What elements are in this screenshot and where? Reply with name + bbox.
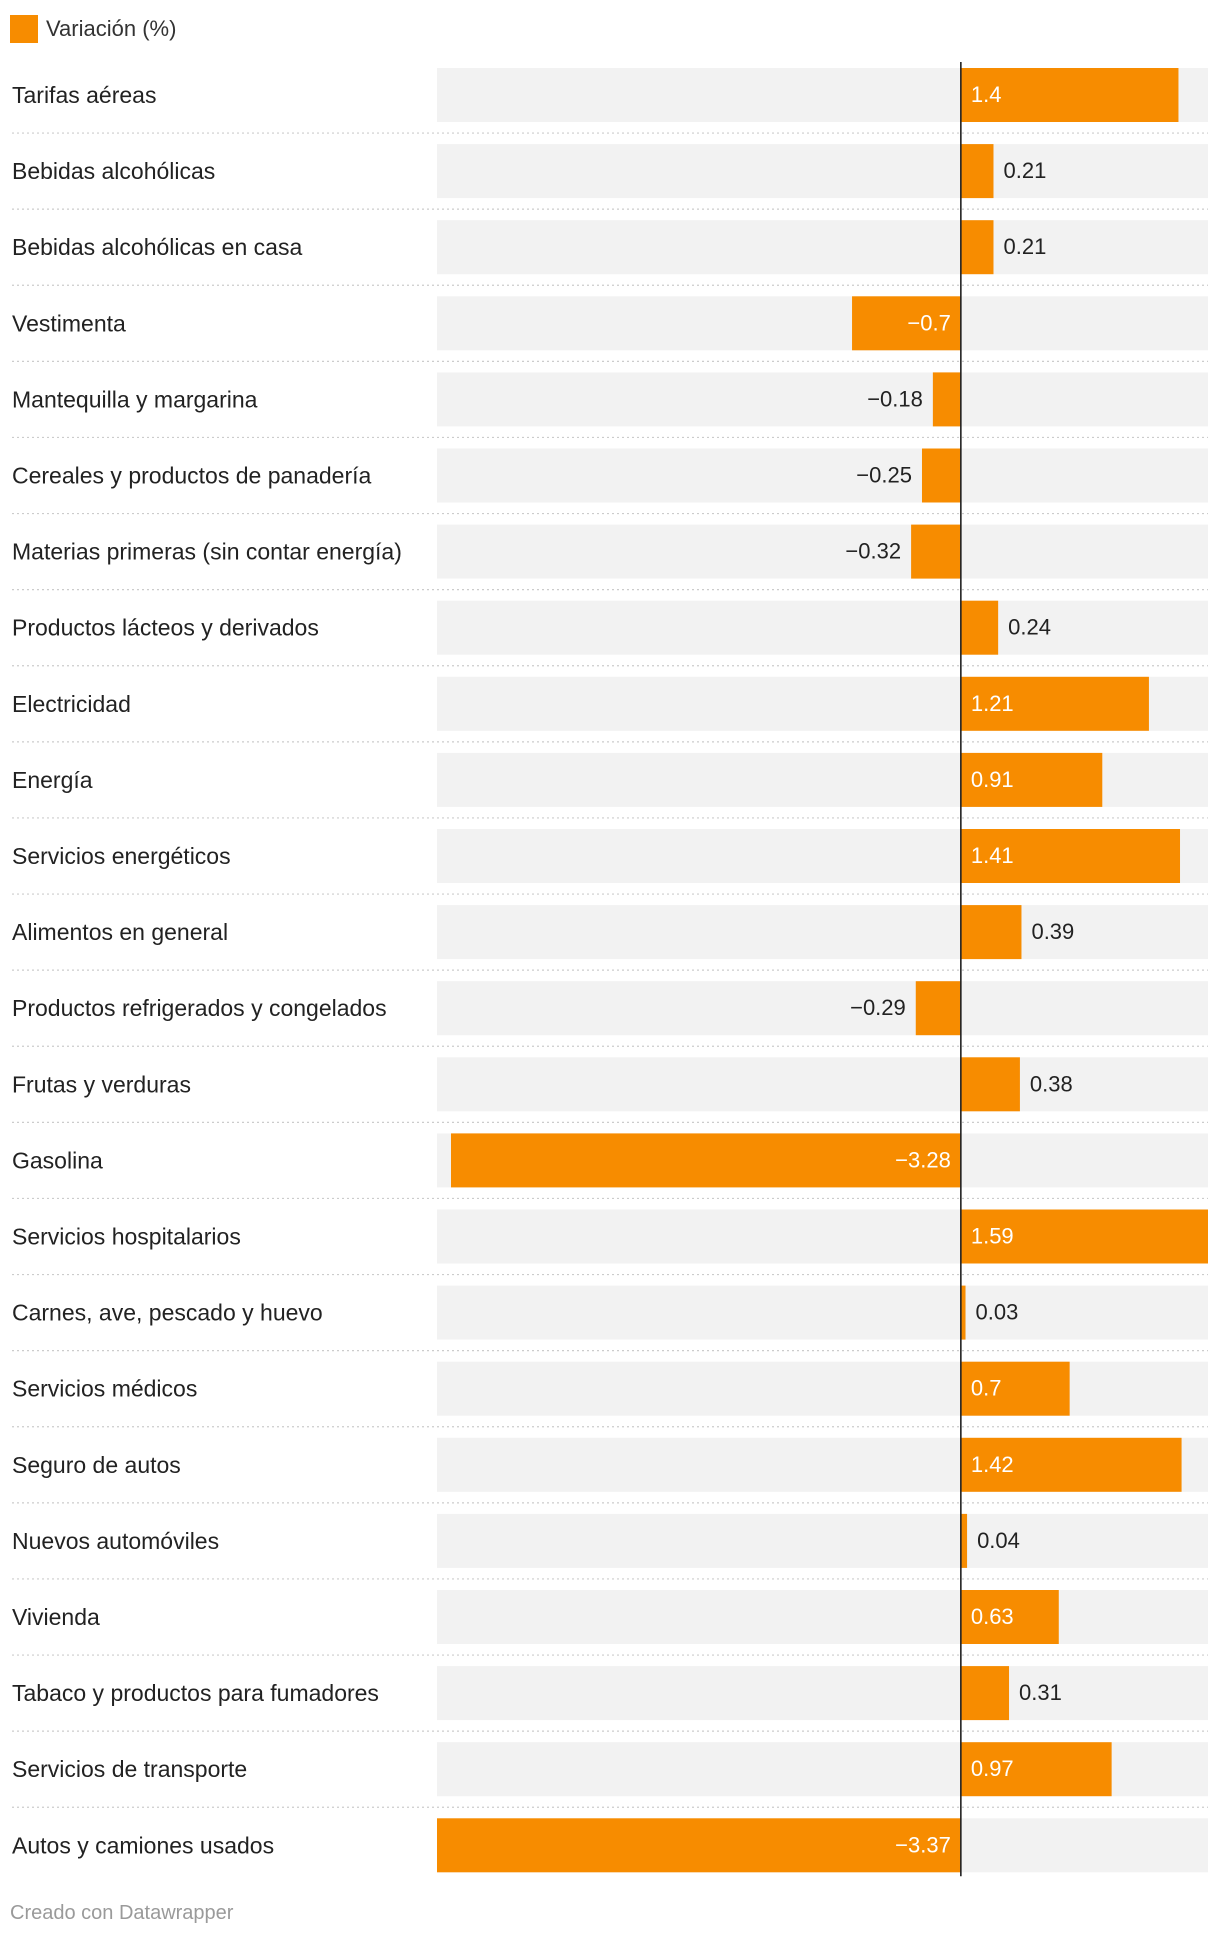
category-label: Servicios de transporte (12, 1756, 247, 1782)
value-label: 0.03 (976, 1300, 1019, 1325)
bar-track (437, 1666, 1208, 1721)
category-label: Gasolina (12, 1147, 103, 1173)
category-label: Bebidas alcohólicas (12, 158, 215, 184)
value-label: 0.63 (971, 1604, 1014, 1629)
value-label: 1.41 (971, 843, 1014, 868)
bar-track (437, 296, 1208, 351)
bar (960, 1285, 966, 1340)
value-label: −3.28 (895, 1147, 951, 1172)
bar (960, 1209, 1208, 1264)
bar-track (437, 1513, 1208, 1568)
category-label: Cereales y productos de panadería (12, 463, 371, 489)
bar (932, 372, 961, 427)
bar (960, 1057, 1020, 1112)
category-label: Servicios energéticos (12, 843, 231, 869)
value-label: 0.21 (1003, 234, 1046, 259)
bar-track (437, 1057, 1208, 1112)
legend-swatch (10, 15, 38, 43)
category-label: Alimentos en general (12, 919, 228, 945)
category-label: Servicios médicos (12, 1376, 197, 1402)
bar-track (437, 1590, 1208, 1644)
category-label: Nuevos automóviles (12, 1528, 219, 1554)
category-label: Mantequilla y margarina (12, 386, 258, 412)
value-label: −3.37 (895, 1832, 951, 1857)
bar (960, 1666, 1010, 1721)
bar (960, 905, 1022, 960)
value-label: 0.21 (1003, 158, 1046, 183)
bar (960, 752, 1103, 807)
value-label: 0.91 (971, 767, 1014, 792)
bar (960, 68, 1179, 122)
category-label: Electricidad (12, 691, 131, 717)
bar (911, 524, 961, 579)
category-label: Vivienda (12, 1604, 100, 1630)
category-label: Materias primeras (sin contar energía) (12, 539, 402, 565)
bar (960, 1437, 1182, 1492)
bar (960, 1742, 1112, 1797)
bar (960, 829, 1181, 883)
bar (437, 1818, 961, 1873)
category-label: Carnes, ave, pescado y huevo (12, 1300, 323, 1326)
bar (960, 1513, 968, 1568)
category-label: Tabaco y productos para fumadores (12, 1680, 379, 1706)
category-label: Frutas y verduras (12, 1071, 191, 1097)
value-label: −0.32 (845, 539, 901, 564)
bar-track (437, 981, 1208, 1036)
bar-track (437, 372, 1208, 427)
bar-track (437, 905, 1208, 960)
value-label: 0.97 (971, 1756, 1014, 1781)
bar (960, 1590, 1059, 1644)
value-label: −0.29 (850, 995, 906, 1020)
category-label: Autos y camiones usados (12, 1832, 274, 1858)
chart-legend: Variación (%) (10, 14, 176, 44)
bar (960, 144, 994, 199)
bar (960, 600, 999, 655)
category-label: Energía (12, 767, 93, 793)
value-label: 1.59 (971, 1224, 1014, 1249)
bar-chart: Tarifas aéreas 1.4 Bebidas alcohólicas 0.21… (12, 62, 1208, 1877)
value-label: −0.25 (856, 463, 912, 488)
value-label: 0.38 (1030, 1071, 1073, 1096)
value-label: 1.21 (971, 691, 1014, 716)
bar (960, 676, 1149, 731)
category-label: Bebidas alcohólicas en casa (12, 234, 302, 260)
category-label: Productos lácteos y derivados (12, 615, 319, 641)
bar (960, 220, 994, 275)
value-label: 0.7 (971, 1376, 1002, 1401)
bar-track (437, 1361, 1208, 1416)
bar (921, 448, 961, 503)
bar-track (437, 1285, 1208, 1340)
bar-track (437, 524, 1208, 579)
legend-label: Variación (%) (46, 16, 177, 41)
category-label: Seguro de autos (12, 1452, 181, 1478)
bar-track (437, 220, 1208, 275)
value-label: −0.18 (867, 386, 923, 411)
bar-track (437, 600, 1208, 655)
value-label: 0.04 (977, 1528, 1020, 1553)
value-label: 0.24 (1008, 615, 1051, 640)
bar-track (437, 448, 1208, 503)
category-label: Servicios hospitalarios (12, 1224, 241, 1250)
value-label: 1.42 (971, 1452, 1014, 1477)
bar (915, 981, 961, 1036)
category-label: Productos refrigerados y congelados (12, 995, 387, 1021)
value-label: 1.4 (971, 82, 1002, 107)
value-label: −0.7 (907, 310, 950, 335)
bar (960, 1361, 1070, 1416)
bar (852, 296, 961, 351)
category-label: Tarifas aéreas (12, 82, 156, 108)
category-label: Vestimenta (12, 310, 126, 336)
bar (450, 1133, 961, 1188)
bar-track (437, 144, 1208, 199)
value-label: 0.39 (1031, 919, 1074, 944)
value-label: 0.31 (1019, 1680, 1062, 1705)
footer-credit: Creado con Datawrapper (10, 1902, 234, 1924)
